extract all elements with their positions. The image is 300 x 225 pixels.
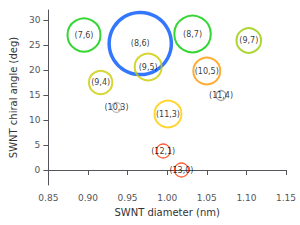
svg-text:0: 0 [35, 165, 41, 175]
svg-text:1.00: 1.00 [157, 193, 177, 203]
svg-text:(12,1): (12,1) [151, 147, 175, 156]
svg-text:(10,3): (10,3) [104, 103, 128, 112]
svg-text:(9,4): (9,4) [91, 78, 110, 87]
svg-text:(8,7): (8,7) [183, 30, 202, 39]
svg-text:20: 20 [29, 65, 41, 75]
svg-text:(8,6): (8,6) [131, 39, 150, 48]
svg-text:1.05: 1.05 [197, 193, 217, 203]
svg-text:(9,7): (9,7) [239, 36, 258, 45]
svg-text:0.95: 0.95 [118, 193, 138, 203]
svg-text:15: 15 [29, 90, 40, 100]
svg-text:SWNT chiral angle (deg): SWNT chiral angle (deg) [8, 37, 19, 158]
svg-text:0.85: 0.85 [38, 193, 58, 203]
svg-text:25: 25 [29, 40, 40, 50]
svg-text:1.10: 1.10 [236, 193, 256, 203]
svg-text:5: 5 [35, 140, 41, 150]
svg-text:10: 10 [29, 115, 41, 125]
svg-text:30: 30 [29, 15, 41, 25]
svg-text:(11,3): (11,3) [156, 110, 180, 119]
svg-text:0.90: 0.90 [78, 193, 98, 203]
svg-text:1.15: 1.15 [276, 193, 296, 203]
svg-text:(7,6): (7,6) [75, 31, 94, 40]
svg-text:SWNT diameter (nm): SWNT diameter (nm) [114, 207, 219, 218]
svg-text:(9,5): (9,5) [139, 63, 158, 72]
svg-text:(13,0): (13,0) [169, 166, 193, 175]
svg-text:(11,4): (11,4) [209, 91, 233, 100]
svg-text:(10,5): (10,5) [195, 67, 219, 76]
